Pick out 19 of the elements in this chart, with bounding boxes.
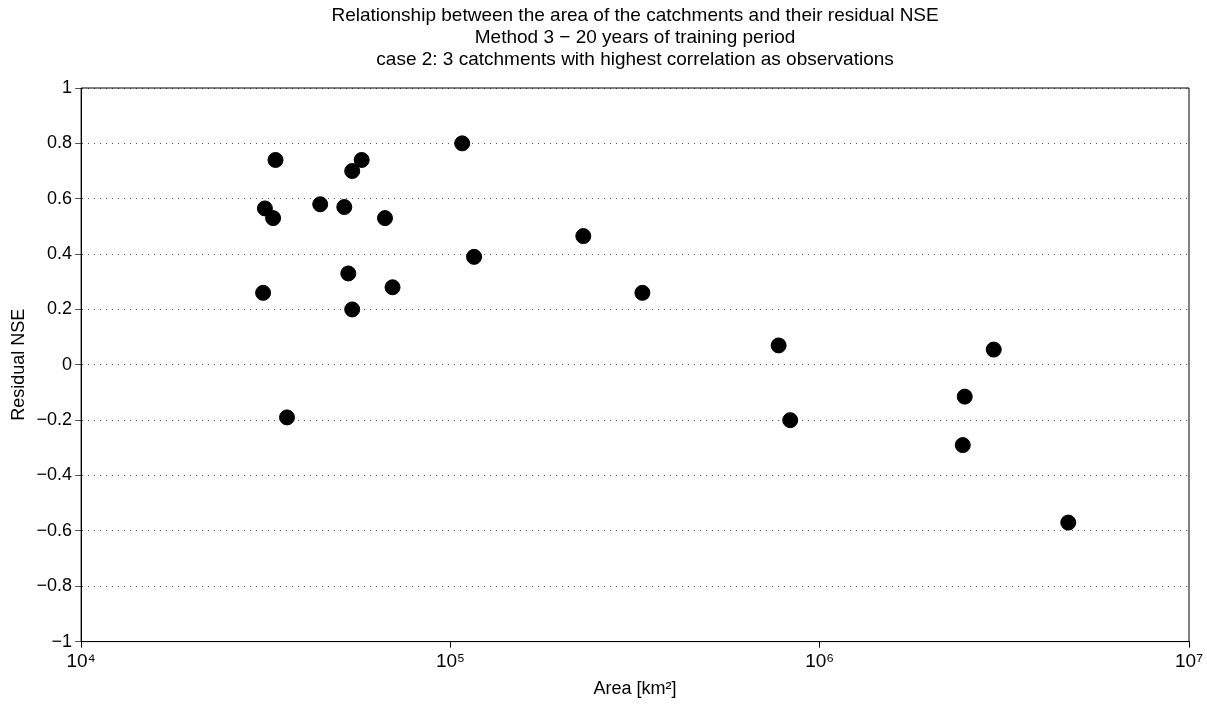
y-tick-label: 0 <box>62 353 73 374</box>
y-tick-label: 1 <box>62 76 73 97</box>
y-tick-label: 0.8 <box>47 132 73 153</box>
y-tick-label: −0.2 <box>36 409 73 430</box>
chart-title: Relationship between the area of the catchments and their residual NSE <box>331 4 939 26</box>
y-tick-label: −1 <box>51 630 73 651</box>
y-tick-label: −0.8 <box>36 575 73 596</box>
y-tick-label: −0.6 <box>36 519 73 540</box>
y-axis-title: Residual NSE <box>7 308 28 421</box>
y-tick-label: 0.4 <box>47 243 73 264</box>
x-axis-title: Area [km²] <box>593 678 677 699</box>
x-tick-label: 10⁶ <box>805 650 835 672</box>
x-tick-label: 10⁷ <box>1174 650 1204 672</box>
y-tick-label: 0.6 <box>47 187 73 208</box>
x-tick-label: 10⁵ <box>435 650 465 672</box>
y-tick-label: 0.2 <box>47 298 73 319</box>
chart-subtitle: Method 3 − 20 years of training period case 2: 3 catchments with highest correlation as observations <box>376 26 894 70</box>
y-tick-label: −0.4 <box>36 464 73 485</box>
x-tick-label: 10⁴ <box>66 650 96 672</box>
